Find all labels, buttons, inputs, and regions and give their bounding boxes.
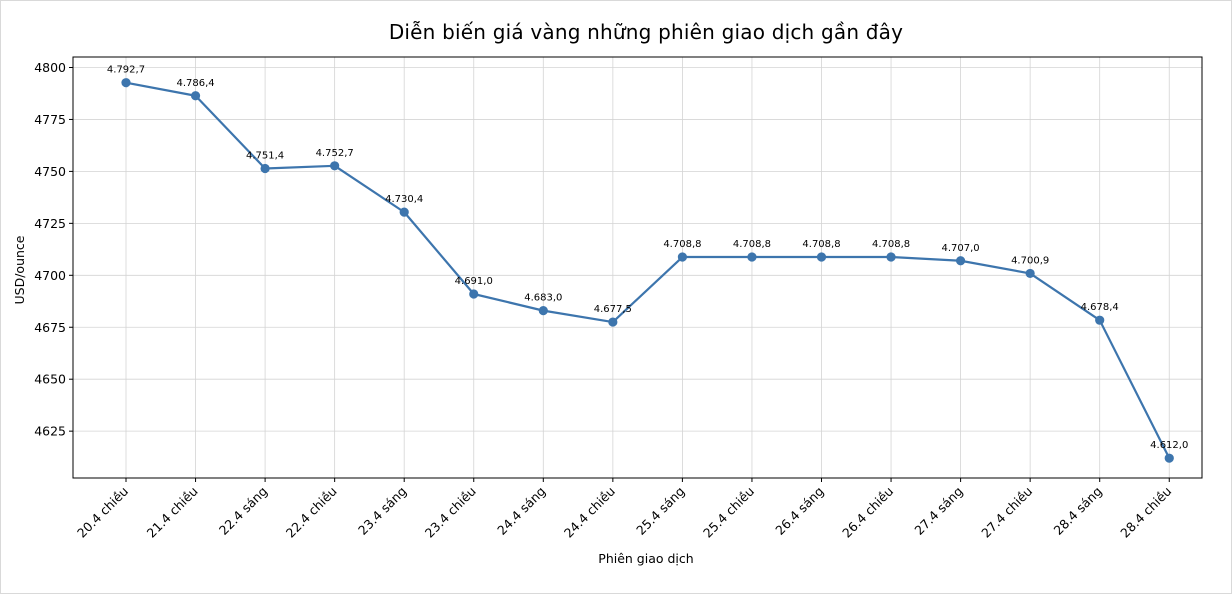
data-point-label: 4.707,0 (942, 243, 980, 254)
data-point (747, 252, 757, 262)
x-tick-label: 20.4 chiều (74, 484, 131, 541)
data-point-label: 4.708,8 (802, 239, 840, 250)
x-tick-label: 28.4 chiều (1117, 484, 1174, 541)
data-point (260, 163, 270, 174)
chart-title: Diễn biến giá vàng những phiên giao dịch… (388, 20, 904, 44)
data-point-label: 4.730,4 (385, 194, 423, 205)
y-tick-label: 4725 (34, 216, 66, 231)
x-tick-label: 26.4 chiều (839, 484, 896, 541)
x-tick-label: 24.4 sáng (494, 484, 548, 538)
x-axis-label: Phiên giao dịch (598, 551, 693, 566)
y-tick-label: 4625 (34, 424, 66, 439)
y-tick-label: 4675 (34, 320, 66, 335)
x-tick-label: 27.4 chiều (978, 484, 1035, 541)
data-point (330, 161, 340, 171)
data-point (956, 256, 966, 266)
data-point (1025, 268, 1035, 279)
plot-area (72, 56, 1203, 479)
data-point (399, 207, 409, 217)
data-point-label: 4.678,4 (1081, 302, 1119, 313)
x-tick-label: 23.4 chiều (422, 484, 479, 541)
x-tick-label: 22.4 sáng (216, 484, 270, 538)
data-point-label: 4.700,9 (1011, 255, 1049, 266)
data-point (190, 91, 201, 101)
x-tick-label: 25.4 sáng (633, 484, 687, 538)
grid-lines (73, 57, 1202, 478)
x-tick-label: 21.4 chiều (144, 484, 201, 541)
y-tick-label: 4650 (34, 372, 66, 387)
data-point-label: 4.708,8 (733, 239, 771, 250)
data-point-label: 4.708,8 (663, 239, 701, 250)
data-point (1164, 453, 1174, 463)
x-tick-label: 24.4 chiều (561, 484, 618, 541)
data-point (677, 252, 688, 262)
data-point (816, 252, 827, 262)
y-axis-ticks: 4625 4650 4675 4700 4725 4750 4775 4800 (34, 60, 73, 439)
x-tick-label: 26.4 sáng (772, 484, 826, 538)
x-tick-label: 23.4 sáng (355, 484, 409, 538)
data-point (1095, 315, 1105, 325)
y-tick-label: 4750 (34, 164, 66, 179)
y-axis-label: USD/ounce (12, 235, 27, 304)
data-point-label: 4.683,0 (524, 293, 562, 304)
y-tick-label: 4800 (34, 60, 66, 75)
data-labels: 4.792,7 4.786,4 4.751,4 4.752,7 4.730,4 4.691… (107, 65, 1188, 451)
data-point-label: 4.751,4 (246, 150, 284, 161)
data-point-label: 4.612,0 (1150, 440, 1188, 451)
x-tick-label: 27.4 sáng (911, 484, 965, 538)
y-tick-label: 4700 (34, 268, 66, 283)
data-point (538, 306, 548, 316)
data-point-label: 4.786,4 (176, 78, 214, 89)
data-point-label: 4.708,8 (872, 239, 910, 250)
data-point-label: 4.792,7 (107, 65, 145, 76)
x-axis-ticks: 20.4 chiều 21.4 chiều 22.4 sáng 22.4 chiều 2… (74, 478, 1174, 541)
x-tick-label: 25.4 chiều (700, 484, 757, 541)
x-tick-label: 22.4 chiều (283, 484, 340, 541)
data-point-label: 4.677,5 (594, 304, 632, 315)
data-point-label: 4.752,7 (316, 148, 354, 159)
data-point-label: 4.691,0 (455, 276, 493, 287)
data-point-markers (121, 78, 1174, 463)
price-line (125, 81, 1171, 459)
data-point (886, 252, 896, 262)
data-point (121, 78, 131, 88)
data-point (469, 289, 479, 299)
y-tick-label: 4775 (34, 112, 66, 127)
x-tick-label: 28.4 sáng (1050, 484, 1104, 538)
data-point (608, 317, 618, 327)
